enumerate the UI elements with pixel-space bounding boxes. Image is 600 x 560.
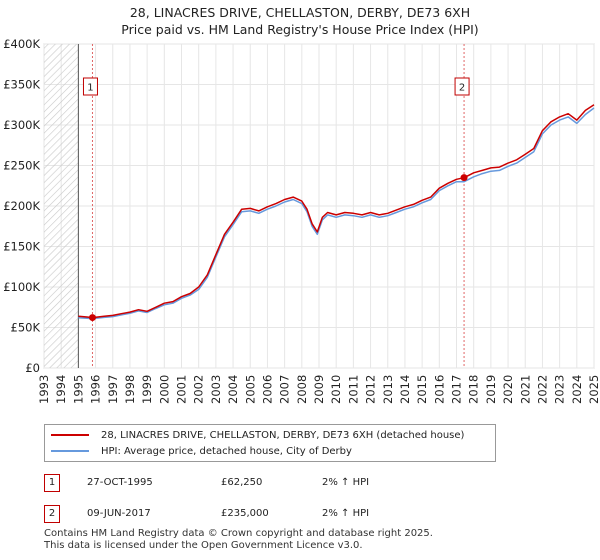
sale-price: £62,250 — [221, 477, 263, 488]
x-tick-label: 2023 — [553, 375, 567, 404]
x-tick-label: 2011 — [346, 375, 360, 404]
x-tick-label: 2010 — [329, 375, 343, 404]
title-line-1: 28, LINACRES DRIVE, CHELLASTON, DERBY, D… — [129, 5, 471, 20]
y-tick-label: £150K — [3, 240, 40, 254]
sale-marker-label: 1 — [87, 83, 93, 94]
legend-label-hpi: HPI: Average price, detached house, City… — [101, 445, 352, 457]
x-tick-label: 1998 — [123, 375, 137, 404]
sale-hpi-change: 2% ↑ HPI — [322, 477, 370, 488]
x-tick-label: 2017 — [450, 375, 464, 404]
sale-marker-label: 2 — [459, 83, 465, 94]
chart-plot: £0 £50K £100K £150K £200K £250K £300K £350K £400… — [3, 37, 600, 404]
x-tick-label: 1993 — [37, 375, 51, 404]
x-tick-label: 2024 — [570, 375, 584, 404]
x-tick-label: 1994 — [54, 375, 68, 404]
x-tick-label: 2012 — [364, 375, 378, 404]
x-tick-label: 2005 — [243, 375, 257, 404]
y-tick-label: £0 — [25, 361, 40, 375]
series-line-hpi — [78, 107, 595, 320]
footer-line-2: This data is licensed under the Open Gov… — [44, 540, 363, 551]
sale-point — [88, 314, 96, 322]
sale-marker-badge: 2 — [44, 505, 60, 523]
x-tick-label: 2006 — [260, 375, 274, 404]
x-tick-label: 2022 — [535, 375, 549, 404]
x-tick-label: 1995 — [71, 375, 85, 404]
x-tick-label: 2013 — [381, 375, 395, 404]
x-tick-label: 2002 — [192, 375, 206, 404]
x-tick-label: 2000 — [157, 375, 171, 404]
sale-price: £235,000 — [221, 508, 269, 519]
x-tick-label: 2008 — [295, 375, 309, 404]
series-line-property — [78, 104, 595, 319]
y-tick-label: £250K — [3, 159, 40, 173]
x-tick-label: 2004 — [226, 375, 240, 404]
x-tick-label: 2007 — [278, 375, 292, 404]
sale-marker-box — [82, 77, 98, 96]
sale-date: 09-JUN-2017 — [87, 508, 151, 519]
x-tick-label: 2021 — [518, 375, 532, 404]
legend-label-property: 28, LINACRES DRIVE, CHELLASTON, DERBY, D… — [101, 429, 465, 441]
chart-legend: 28, LINACRES DRIVE, CHELLASTON, DERBY, D… — [44, 424, 496, 462]
x-tick-label: 2014 — [398, 375, 412, 404]
legend-item-property: 28, LINACRES DRIVE, CHELLASTON, DERBY, D… — [45, 427, 464, 443]
x-tick-label: 2018 — [467, 375, 481, 404]
sale-hpi-change: 2% ↑ HPI — [322, 508, 370, 519]
legend-swatch-hpi — [51, 450, 89, 452]
x-tick-label: 1996 — [89, 375, 103, 404]
sale-date: 27-OCT-1995 — [87, 477, 153, 488]
y-tick-label: £400K — [3, 37, 40, 51]
sale-marker-badge: 1 — [44, 474, 60, 492]
title-line-2: Price paid vs. HM Land Registry's House … — [121, 22, 479, 37]
y-tick-label: £200K — [3, 199, 40, 213]
x-tick-label: 1999 — [140, 375, 154, 404]
x-tick-label: 2001 — [175, 375, 189, 404]
y-tick-label: £50K — [11, 321, 41, 335]
x-tick-label: 2016 — [432, 375, 446, 404]
chart-title: 28, LINACRES DRIVE, CHELLASTON, DERBY, D… — [0, 4, 600, 38]
sale-point — [460, 174, 468, 182]
y-tick-label: £350K — [3, 78, 40, 92]
hatched-region — [44, 44, 79, 368]
footer-line-1: Contains HM Land Registry data © Crown c… — [44, 528, 433, 539]
sale-marker-box — [454, 77, 470, 96]
x-tick-label: 2015 — [415, 375, 429, 404]
legend-item-hpi: HPI: Average price, detached house, City… — [45, 443, 352, 459]
y-tick-label: £100K — [3, 280, 40, 294]
x-tick-label: 2019 — [484, 375, 498, 404]
footer-attribution: Contains HM Land Registry data © Crown c… — [44, 528, 433, 552]
x-tick-label: 2009 — [312, 375, 326, 404]
x-tick-label: 2020 — [501, 375, 515, 404]
y-tick-label: £300K — [3, 118, 40, 132]
x-tick-label: 1997 — [106, 375, 120, 404]
x-tick-label: 2025 — [587, 375, 600, 404]
legend-swatch-property — [51, 434, 89, 436]
x-tick-label: 2003 — [209, 375, 223, 404]
